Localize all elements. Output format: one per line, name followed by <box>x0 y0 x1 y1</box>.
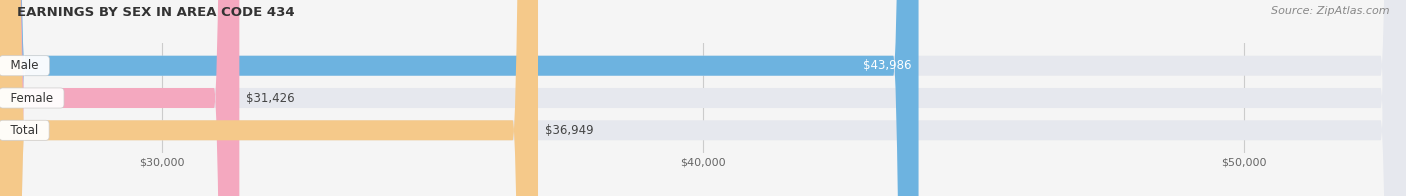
Text: Male: Male <box>3 59 46 72</box>
Text: $36,949: $36,949 <box>546 124 593 137</box>
Text: $43,986: $43,986 <box>863 59 911 72</box>
FancyBboxPatch shape <box>0 0 918 196</box>
Text: EARNINGS BY SEX IN AREA CODE 434: EARNINGS BY SEX IN AREA CODE 434 <box>17 6 294 19</box>
Text: Source: ZipAtlas.com: Source: ZipAtlas.com <box>1271 6 1389 16</box>
Text: Female: Female <box>3 92 60 104</box>
FancyBboxPatch shape <box>0 0 239 196</box>
Text: $31,426: $31,426 <box>246 92 295 104</box>
FancyBboxPatch shape <box>0 0 538 196</box>
Text: Total: Total <box>3 124 45 137</box>
